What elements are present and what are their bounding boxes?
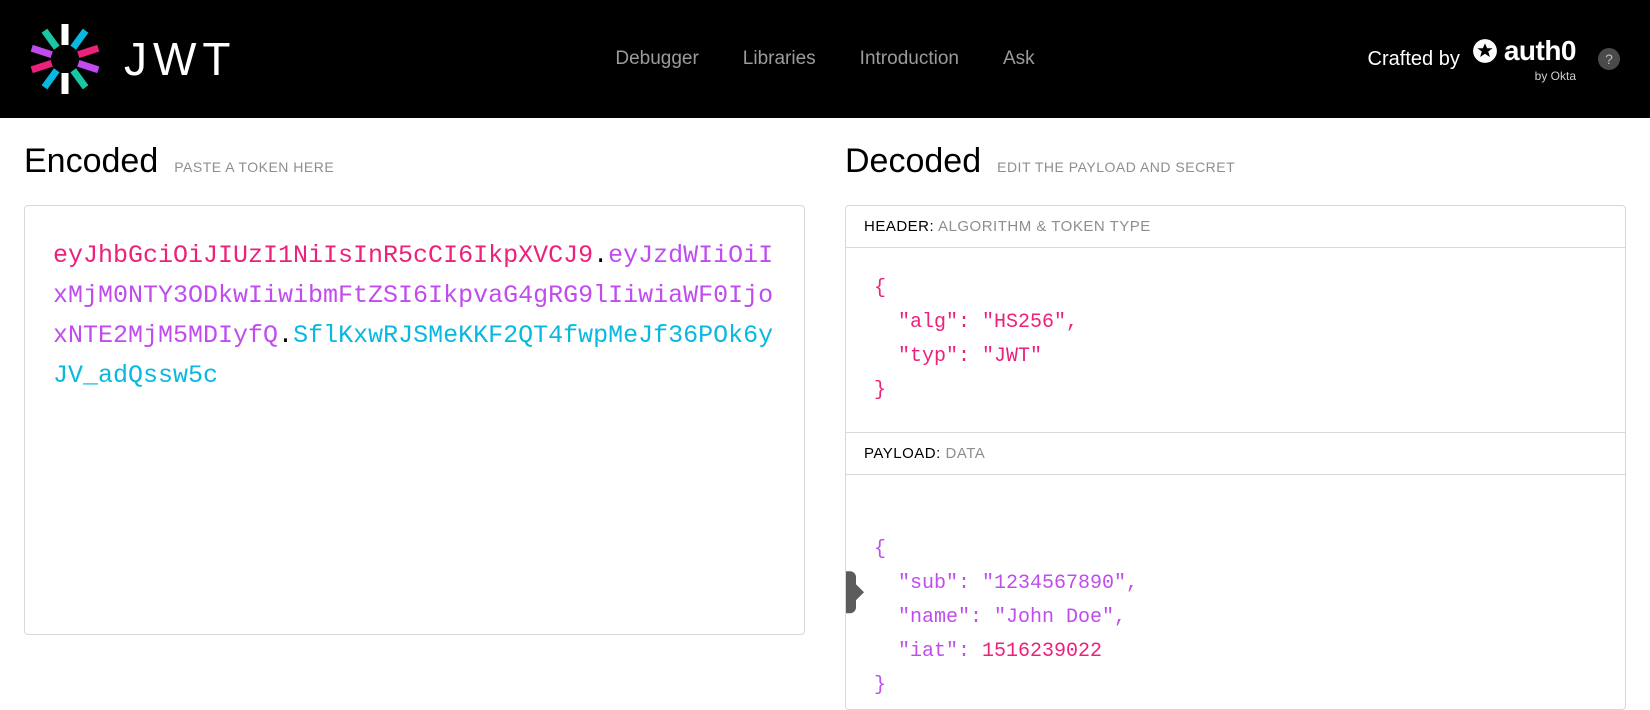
- header-label: HEADER:: [864, 218, 934, 235]
- decoded-title: Decoded: [845, 142, 981, 181]
- payload-open: {: [874, 538, 886, 561]
- encoded-title: Encoded: [24, 142, 158, 181]
- payload-json-body[interactable]: Issued at (seconds since Unix epoch) { "s…: [846, 475, 1625, 709]
- header-sublabel: ALGORITHM & TOKEN TYPE: [938, 218, 1151, 235]
- nav-libraries[interactable]: Libraries: [743, 48, 816, 70]
- site-header: JWT Debugger Libraries Introduction Ask …: [0, 0, 1650, 118]
- payload-iat-value: 1516239022: [982, 640, 1102, 663]
- crafted-label: Crafted by: [1368, 48, 1460, 71]
- encoded-heading: Encoded PASTE A TOKEN HERE: [24, 142, 805, 181]
- by-okta: by Okta: [1535, 69, 1576, 83]
- token-dot: .: [278, 321, 293, 350]
- header-section-label: HEADER: ALGORITHM & TOKEN TYPE: [846, 206, 1625, 248]
- crafted-by: Crafted by auth0 by Okta ?: [1368, 35, 1620, 83]
- payload-sub-line: "sub": "1234567890",: [874, 572, 1138, 595]
- payload-label: PAYLOAD:: [864, 445, 941, 462]
- decoded-pane: Decoded EDIT THE PAYLOAD AND SECRET HEAD…: [845, 142, 1626, 710]
- header-json: { "alg": "HS256", "typ": "JWT" }: [874, 277, 1078, 402]
- iat-tooltip: Issued at (seconds since Unix epoch): [845, 571, 856, 613]
- payload-close: }: [874, 674, 886, 697]
- payload-name-line: "name": "John Doe",: [874, 606, 1126, 629]
- decoded-hint: EDIT THE PAYLOAD AND SECRET: [997, 159, 1235, 175]
- main-nav: Debugger Libraries Introduction Ask: [615, 48, 1034, 70]
- help-icon[interactable]: ?: [1598, 48, 1620, 70]
- header-json-body[interactable]: { "alg": "HS256", "typ": "JWT" }: [846, 248, 1625, 433]
- jwt-logo-text: JWT: [124, 32, 237, 86]
- nav-debugger[interactable]: Debugger: [615, 48, 698, 70]
- nav-introduction[interactable]: Introduction: [860, 48, 959, 70]
- payload-iat-key: "iat":: [874, 640, 982, 663]
- logo[interactable]: JWT: [30, 24, 237, 94]
- nav-ask[interactable]: Ask: [1003, 48, 1035, 70]
- payload-section-label: PAYLOAD: DATA: [846, 433, 1625, 475]
- decoded-heading: Decoded EDIT THE PAYLOAD AND SECRET: [845, 142, 1626, 181]
- auth0-brand[interactable]: auth0 by Okta: [1472, 35, 1576, 83]
- auth0-name: auth0: [1504, 35, 1576, 67]
- decoded-panels: HEADER: ALGORITHM & TOKEN TYPE { "alg": …: [845, 205, 1626, 710]
- token-header-segment: eyJhbGciOiJIUzI1NiIsInR5cCI6IkpXVCJ9: [53, 241, 593, 270]
- encoded-hint: PASTE A TOKEN HERE: [174, 159, 334, 175]
- token-input[interactable]: eyJhbGciOiJIUzI1NiIsInR5cCI6IkpXVCJ9.eyJ…: [24, 205, 805, 635]
- shield-icon: [1472, 38, 1498, 64]
- jwt-logo-icon: [30, 24, 100, 94]
- main-content: Encoded PASTE A TOKEN HERE eyJhbGciOiJIU…: [0, 118, 1650, 710]
- encoded-pane: Encoded PASTE A TOKEN HERE eyJhbGciOiJIU…: [24, 142, 805, 710]
- token-dot: .: [593, 241, 608, 270]
- payload-sublabel: DATA: [945, 445, 985, 462]
